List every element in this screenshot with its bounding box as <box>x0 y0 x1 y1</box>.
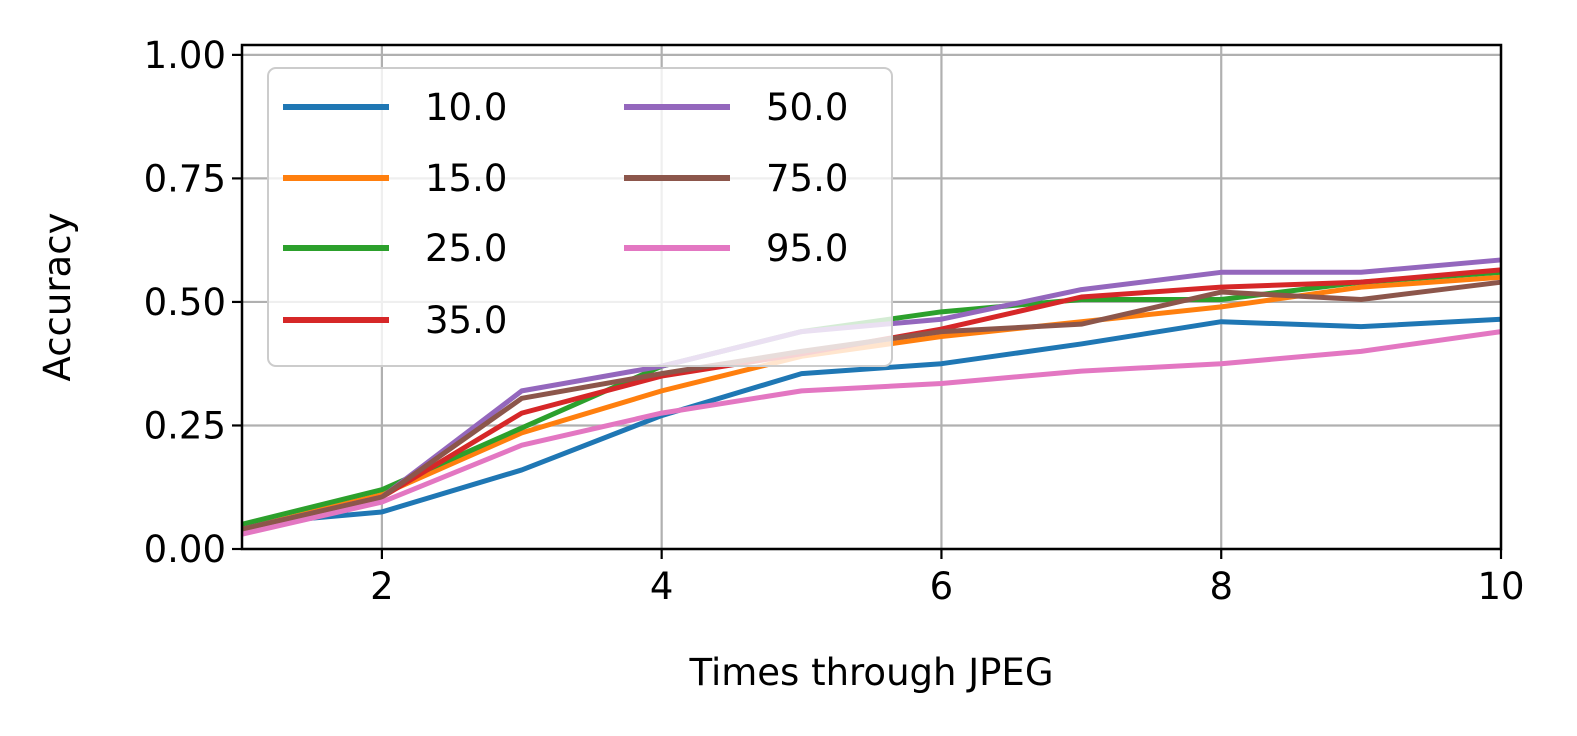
legend-label-50.0: 50.0 <box>766 86 848 129</box>
y-tick-label: 0.50 <box>144 281 226 324</box>
series-line-95.0 <box>241 329 1502 537</box>
legend: 10.0 15.0 25.0 35.0 50.0 75.0 95.0 <box>267 67 893 367</box>
x-tick-label: 4 <box>650 565 674 608</box>
x-tick-label: 6 <box>930 565 954 608</box>
legend-label-75.0: 75.0 <box>766 157 848 200</box>
legend-label-15.0: 15.0 <box>425 157 507 200</box>
legend-label-10.0: 10.0 <box>425 86 507 129</box>
tick-layer: 2 4 6 8 10 0.00 0.25 0.50 0.75 1.00 <box>144 34 1525 608</box>
x-tick-label: 8 <box>1209 565 1233 608</box>
y-tick-label: 0.00 <box>144 528 226 571</box>
legend-label-95.0: 95.0 <box>766 227 848 270</box>
x-axis-label: Times through JPEG <box>688 651 1053 694</box>
legend-box <box>267 67 893 367</box>
y-axis-label: Accuracy <box>36 213 79 382</box>
x-tick-label: 10 <box>1477 565 1524 608</box>
legend-label-25.0: 25.0 <box>425 227 507 270</box>
y-tick-label: 1.00 <box>144 34 226 77</box>
series-line-10.0 <box>241 316 1502 527</box>
x-tick-label: 2 <box>370 565 394 608</box>
y-tick-label: 0.25 <box>144 404 226 447</box>
y-tick-label: 0.75 <box>144 157 226 200</box>
legend-label-35.0: 35.0 <box>425 299 507 342</box>
plot-frame <box>240 43 1503 551</box>
